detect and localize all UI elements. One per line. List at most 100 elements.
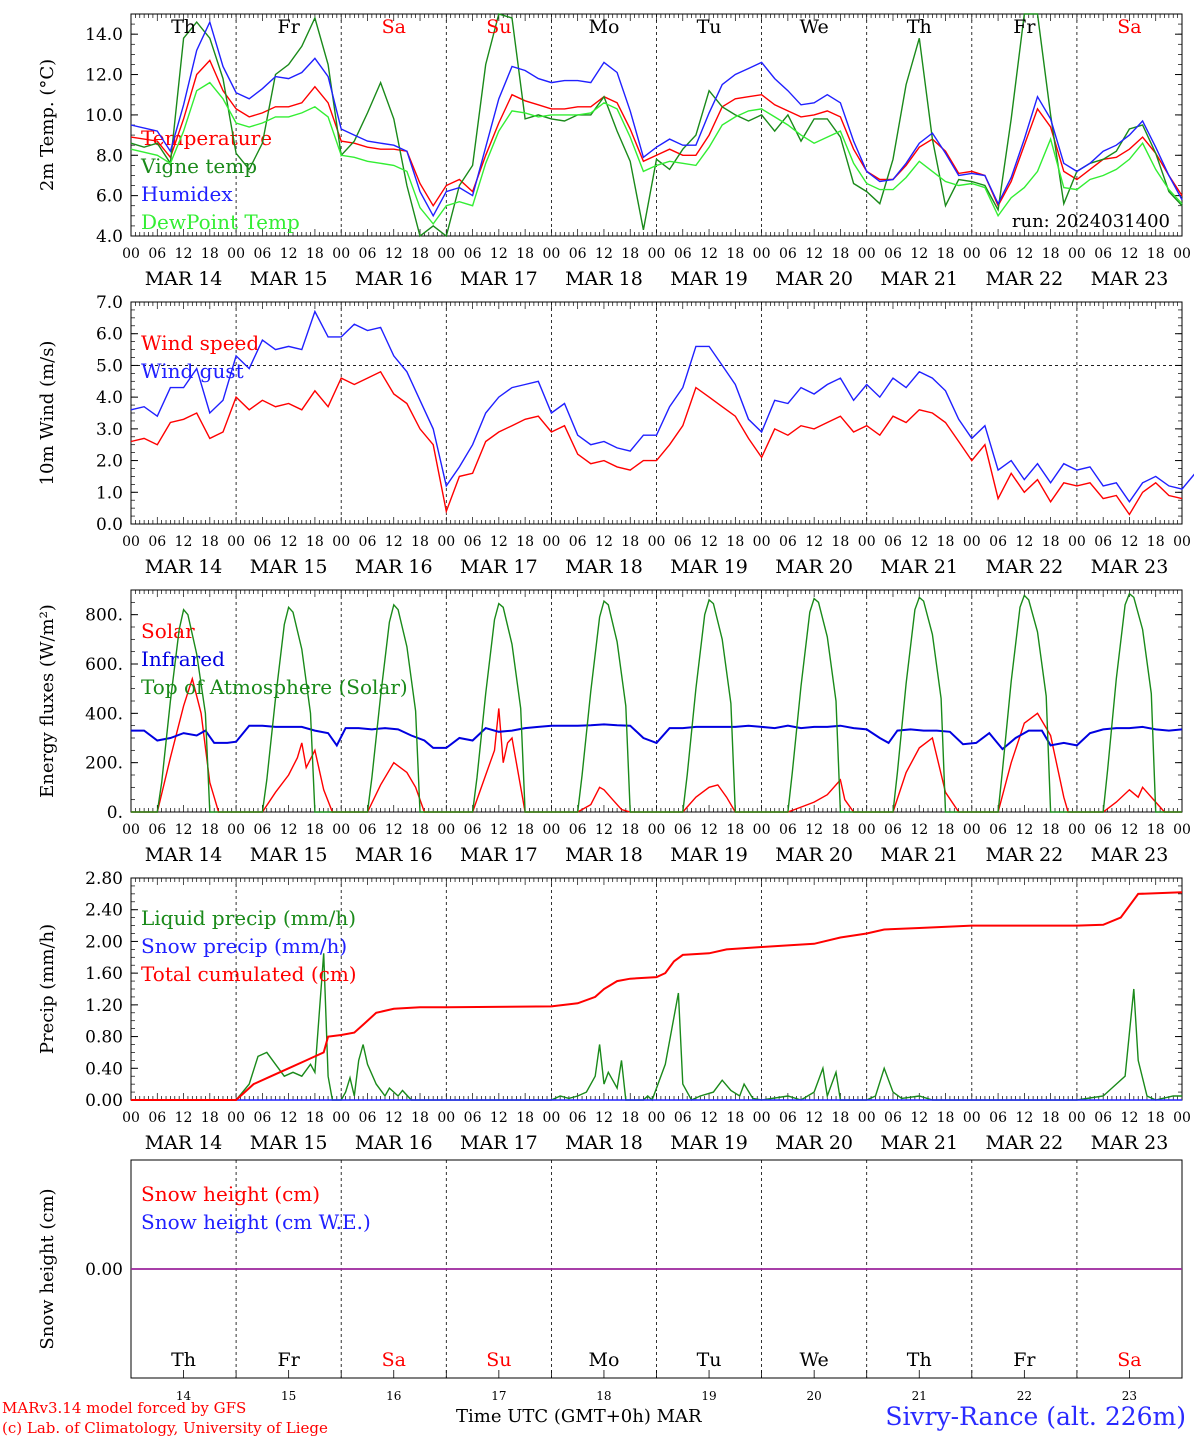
hour-label: 12: [700, 822, 718, 838]
hour-label: 12: [490, 246, 508, 262]
date-label: MAR 21: [880, 844, 958, 866]
date-label: MAR 22: [985, 844, 1063, 866]
date-label: MAR 23: [1091, 556, 1169, 578]
hour-label: 12: [1121, 246, 1139, 262]
date-label: MAR 19: [670, 268, 748, 290]
hour-label: 00: [648, 246, 666, 262]
date-label: MAR 16: [355, 1132, 433, 1154]
hour-label: 00: [1068, 246, 1086, 262]
hour-label: 12: [910, 534, 928, 550]
y-tick-label: 6.0: [96, 187, 123, 207]
hour-label: 18: [516, 822, 534, 838]
hour-label: 18: [1042, 1110, 1060, 1126]
y-tick-label: 14.0: [85, 25, 123, 45]
hour-label: 18: [1147, 822, 1165, 838]
date-label: MAR 23: [1091, 1132, 1169, 1154]
hour-label: 06: [253, 246, 271, 262]
date-label: MAR 23: [1091, 268, 1169, 290]
date-label: MAR 14: [145, 268, 223, 290]
day-number-label: 22: [1017, 1389, 1032, 1403]
hour-label: 18: [726, 534, 744, 550]
hour-label: 18: [201, 822, 219, 838]
hour-label: 00: [332, 534, 350, 550]
hour-label: 18: [1147, 1110, 1165, 1126]
legend-entry: Snow height (cm W.E.): [141, 1210, 371, 1234]
y-axis-title: 2m Temp. (°C): [37, 59, 58, 191]
hour-label: 06: [148, 246, 166, 262]
hour-label: 18: [306, 822, 324, 838]
copyright-credit: (c) Lab. of Climatology, University of L…: [2, 1419, 328, 1437]
hour-label: 12: [700, 534, 718, 550]
hour-label: 12: [1121, 822, 1139, 838]
hour-label: 18: [1147, 534, 1165, 550]
legend-entry: Liquid precip (mm/h): [141, 906, 356, 930]
hour-label: 06: [464, 246, 482, 262]
hour-label: 06: [674, 534, 692, 550]
hour-label: 18: [411, 1110, 429, 1126]
hour-label: 06: [779, 246, 797, 262]
legend-entry: Solar: [141, 619, 195, 643]
hour-label: 18: [411, 246, 429, 262]
hour-label: 12: [805, 246, 823, 262]
y-tick-label: 8.0: [96, 146, 123, 166]
date-label: MAR 22: [985, 1132, 1063, 1154]
hour-label: 12: [1121, 1110, 1139, 1126]
weekday-label: Th: [907, 1349, 932, 1371]
hour-label: 06: [359, 534, 377, 550]
hour-label: 12: [805, 822, 823, 838]
y-axis-title: Precip (mm/h): [37, 924, 58, 1054]
hour-label: 00: [227, 1110, 245, 1126]
hour-label: 12: [280, 822, 298, 838]
hour-label: 06: [359, 1110, 377, 1126]
hour-label: 00: [963, 534, 981, 550]
hour-label: 18: [621, 246, 639, 262]
weekday-label: We: [800, 16, 829, 38]
date-label: MAR 19: [670, 1132, 748, 1154]
hour-label: 06: [779, 822, 797, 838]
hour-label: 18: [937, 246, 955, 262]
weekday-label: Su: [486, 1349, 511, 1371]
date-label: MAR 22: [985, 556, 1063, 578]
date-label: MAR 19: [670, 844, 748, 866]
hour-label: 18: [621, 1110, 639, 1126]
y-tick-label: 400.: [85, 704, 123, 724]
hour-label: 18: [411, 534, 429, 550]
date-label: MAR 14: [145, 844, 223, 866]
hour-label: 00: [437, 246, 455, 262]
hour-label: 18: [832, 1110, 850, 1126]
hour-label: 12: [490, 534, 508, 550]
weekday-label: Tu: [697, 1349, 722, 1371]
date-label: MAR 18: [565, 556, 643, 578]
hour-label: 12: [1015, 822, 1033, 838]
y-tick-label: 1.60: [85, 964, 123, 984]
hour-label: 18: [201, 534, 219, 550]
hour-label: 06: [359, 822, 377, 838]
hour-label: 18: [516, 246, 534, 262]
y-tick-label: 6.0: [96, 325, 123, 345]
hour-label: 00: [753, 246, 771, 262]
y-tick-label: 7.0: [96, 293, 123, 313]
hour-label: 00: [753, 822, 771, 838]
weekday-label: Th: [907, 16, 932, 38]
hour-label: 18: [726, 1110, 744, 1126]
y-tick-label: 0.00: [85, 1260, 123, 1280]
hour-label: 00: [858, 246, 876, 262]
hour-label: 12: [910, 822, 928, 838]
weekday-label: Sa: [382, 1349, 406, 1371]
hour-label: 06: [884, 1110, 902, 1126]
y-tick-label: 0.80: [85, 1028, 123, 1048]
hour-label: 00: [648, 534, 666, 550]
hour-label: 12: [490, 1110, 508, 1126]
hour-label: 06: [674, 822, 692, 838]
hour-label: 00: [227, 246, 245, 262]
hour-label: 12: [385, 1110, 403, 1126]
date-label: MAR 16: [355, 268, 433, 290]
y-tick-label: 2.00: [85, 932, 123, 952]
y-tick-label: 1.20: [85, 996, 123, 1016]
hour-label: 00: [858, 822, 876, 838]
hour-label: 12: [1015, 1110, 1033, 1126]
hour-label: 00: [1173, 246, 1191, 262]
hour-label: 00: [332, 246, 350, 262]
hour-label: 12: [805, 534, 823, 550]
hour-label: 00: [227, 534, 245, 550]
